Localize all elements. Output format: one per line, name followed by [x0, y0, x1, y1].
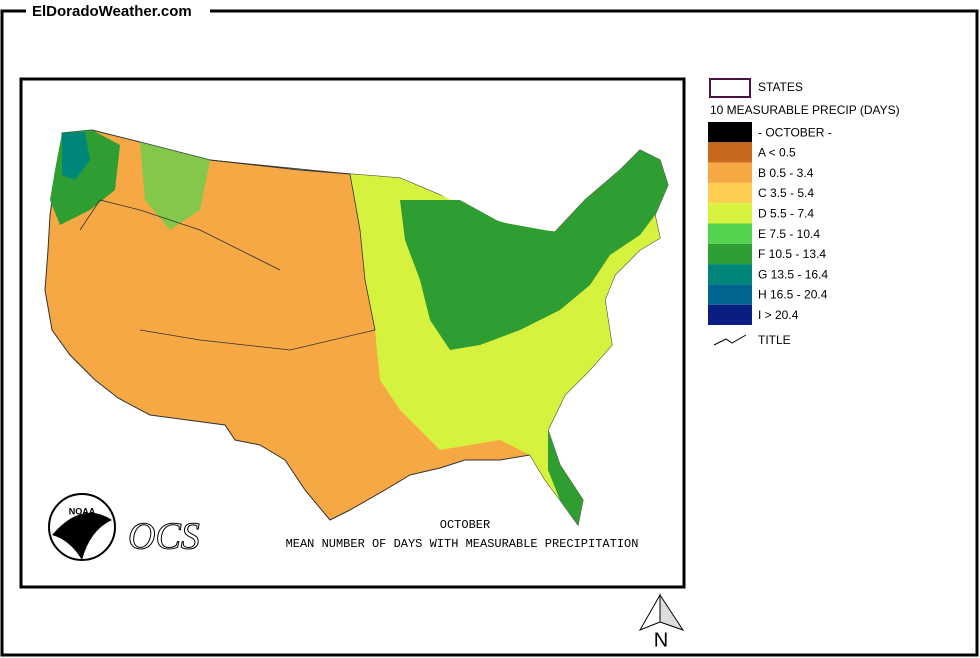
legend-swatch — [708, 203, 752, 224]
logo-text: NOAA — [69, 506, 96, 516]
noaa-logo: NOAA — [48, 493, 116, 561]
legend-label: D 5.5 - 7.4 — [758, 207, 814, 221]
outer-frame — [0, 9, 979, 657]
caption-month: OCTOBER — [440, 518, 490, 532]
legend-label: G 13.5 - 16.4 — [758, 267, 828, 281]
legend-label: B 0.5 - 3.4 — [758, 166, 814, 180]
north-label: N — [654, 629, 668, 651]
legend-swatch — [708, 243, 752, 265]
north-arrow: N — [638, 593, 685, 651]
agency-logo: OCS — [128, 516, 200, 558]
legend-swatch — [708, 223, 752, 244]
us-map — [44, 129, 669, 527]
region-f — [400, 150, 668, 350]
legend-heading: 10 MEASURABLE PRECIP (DAYS) — [710, 103, 900, 117]
legend-label: E 7.5 - 10.4 — [758, 227, 820, 241]
legend-swatch — [708, 264, 752, 285]
legend-swatch — [708, 304, 752, 325]
title-label: TITLE — [758, 333, 791, 347]
legend-swatch — [708, 162, 752, 183]
legend-label: F 10.5 - 13.4 — [758, 247, 826, 261]
title-symbol — [713, 334, 747, 346]
region-e — [140, 142, 210, 230]
caption: MEAN NUMBER OF DAYS WITH MEASURABLE PREC… — [286, 537, 639, 551]
states-swatch — [709, 78, 751, 98]
states-label: STATES — [758, 80, 803, 94]
legend-swatch — [708, 122, 752, 143]
legend-label: H 16.5 - 20.4 — [758, 288, 828, 302]
title-backdrop — [26, 2, 210, 22]
legend-swatch — [708, 284, 752, 305]
legend-label: I > 20.4 — [758, 308, 799, 322]
region-fl — [548, 430, 583, 525]
legend-label: - OCTOBER - — [758, 125, 832, 139]
region-g — [62, 132, 90, 180]
site-title: ElDoradoWeather.com — [32, 3, 192, 20]
legend: STATES 10 MEASURABLE PRECIP (DAYS) - OCT… — [708, 78, 900, 347]
legend-swatch — [708, 182, 752, 204]
legend-label: C 3.5 - 5.4 — [758, 186, 814, 200]
legend-label: A < 0.5 — [758, 146, 796, 160]
state-lines — [79, 159, 376, 351]
legend-swatch — [708, 142, 752, 163]
